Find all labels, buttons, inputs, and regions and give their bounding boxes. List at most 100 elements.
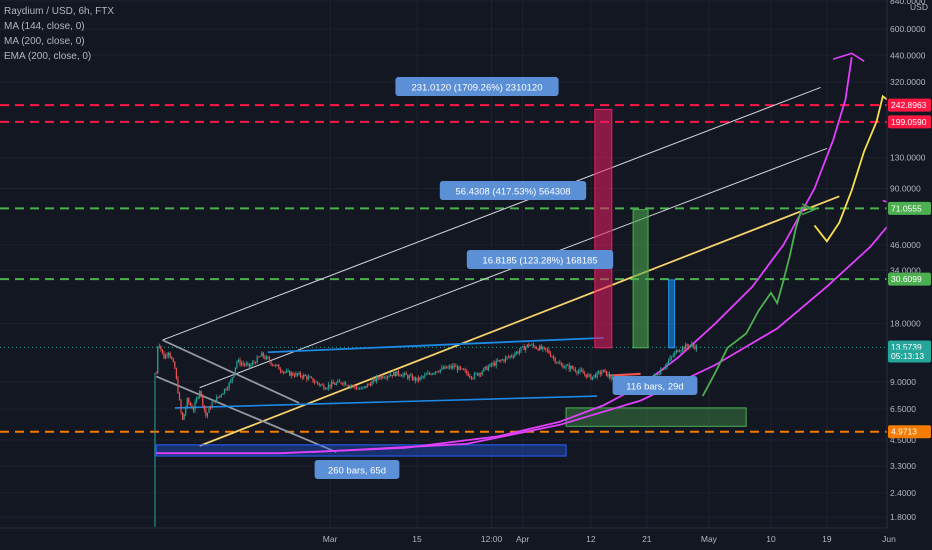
candle-body [332, 382, 334, 384]
candle-body [546, 349, 549, 351]
candle-body [228, 382, 230, 389]
candle-body [579, 369, 581, 372]
candle-body [258, 356, 260, 358]
candle-body [554, 357, 556, 363]
candle-body [469, 376, 471, 377]
measure-bar [668, 279, 676, 349]
candle-body [186, 398, 188, 408]
candle-body [438, 371, 440, 373]
time-tick-label: Mar [323, 534, 338, 544]
candle-body [559, 362, 561, 365]
candle-body [433, 373, 435, 374]
candle-body [217, 396, 219, 398]
candle-body [244, 364, 246, 365]
candle-body [531, 344, 533, 346]
candle-body [220, 394, 223, 396]
candle-body [449, 366, 451, 368]
candle-body [377, 376, 379, 378]
candle-body [259, 356, 261, 358]
candle-body [497, 360, 499, 362]
candle-body [237, 359, 240, 362]
candle-body [534, 346, 536, 349]
candle-body [655, 374, 657, 376]
candle-body [498, 360, 500, 362]
candle-body [372, 378, 375, 381]
candle-body [455, 366, 457, 368]
candle-body [321, 384, 323, 386]
candle-body [511, 355, 513, 357]
candle-body [514, 353, 516, 357]
candle-body [495, 360, 497, 366]
candle-body [563, 367, 566, 369]
candle-body [335, 382, 337, 385]
indicator-ma-200[interactable]: MA (200, close, 0) [4, 36, 85, 47]
candle-body [442, 367, 445, 369]
candle-body [345, 382, 347, 386]
candle-body [518, 350, 521, 354]
candle-body [175, 368, 177, 379]
range-label-260-bars: 260 bars, 65d [314, 460, 400, 479]
candle-body [486, 366, 488, 371]
candle-body [424, 374, 426, 377]
candle-body [560, 364, 563, 366]
short-ma-line [609, 372, 641, 377]
candle-body [160, 346, 162, 350]
candle-body [417, 377, 420, 381]
measure-label-2-text: 56.4308 (417.53%) 564308 [455, 187, 570, 198]
candle-body [242, 363, 244, 365]
candle-body [247, 363, 249, 365]
candle-body [248, 363, 250, 367]
symbol-title[interactable]: Raydium / USD, 6h, FTX [4, 6, 115, 17]
price-tick-label: 320.0000 [890, 77, 926, 87]
candle-body [346, 385, 348, 387]
candle-body [452, 365, 454, 368]
candle-body [208, 407, 210, 413]
candle-body [327, 384, 330, 388]
horizontal-levels [0, 104, 887, 433]
candle-body [481, 371, 483, 375]
price-tag-text: 30.6099 [891, 274, 922, 284]
candle-body [678, 351, 681, 353]
candle-body [231, 377, 233, 381]
candle-body [323, 384, 325, 390]
price-tag-bg [888, 201, 931, 215]
candle-body [390, 374, 392, 377]
candle-body [675, 350, 677, 353]
candle-body [557, 362, 559, 364]
resistance-line [267, 336, 604, 354]
price-tag-text: 199.0590 [891, 117, 927, 127]
candle-body [205, 409, 207, 417]
indicator-ma-144[interactable]: MA (144, close, 0) [4, 21, 85, 32]
candle-body [461, 368, 463, 370]
candle-body [523, 346, 525, 351]
measure-bar [594, 108, 613, 349]
candle-body [549, 353, 552, 357]
candle-body [178, 393, 181, 400]
candle-body [658, 374, 660, 375]
candle-body [296, 373, 299, 375]
candle-body [272, 364, 274, 366]
candle-body [674, 352, 676, 356]
candle-body [686, 344, 688, 347]
candle-body [158, 346, 160, 347]
candle-body [692, 344, 694, 347]
candle-body [307, 376, 309, 380]
candle-body [577, 371, 580, 373]
candle-body [591, 376, 594, 380]
price-tick-label: 4.5000 [890, 435, 916, 445]
candle-body [411, 375, 413, 380]
candle-body [289, 371, 291, 376]
price-tag-text: 05:13:13 [891, 351, 924, 361]
measure-label-3-bg [466, 250, 614, 269]
candle-body [464, 369, 466, 371]
candle-body [492, 362, 494, 365]
projection-arrow-head [801, 203, 817, 216]
candle-body [303, 374, 305, 378]
candle-body [535, 348, 538, 349]
candle-body [166, 354, 168, 356]
candle-body [484, 366, 486, 368]
indicator-ema-200[interactable]: EMA (200, close, 0) [4, 51, 92, 62]
candle-body [262, 352, 264, 357]
candle-body [216, 396, 218, 403]
